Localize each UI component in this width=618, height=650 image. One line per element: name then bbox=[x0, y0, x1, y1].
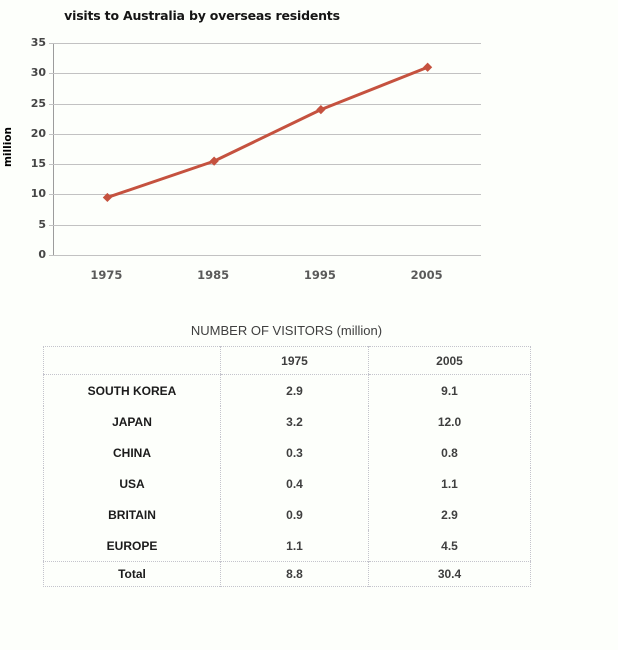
table-title: NUMBER OF VISITORS (million) bbox=[190, 323, 383, 338]
value-cell: 0.8 bbox=[368, 437, 531, 468]
country-cell: EUROPE bbox=[106, 538, 158, 553]
value-cell: 0.9 bbox=[220, 499, 369, 530]
series-line bbox=[105, 65, 430, 199]
header-cell: 1975 bbox=[220, 346, 369, 375]
x-axis-tick-label: 1975 bbox=[90, 268, 123, 282]
y-axis-tick-label: 30 bbox=[30, 66, 46, 80]
country-cell: Total bbox=[43, 561, 221, 587]
line-series bbox=[102, 62, 433, 203]
data-point-marker bbox=[316, 105, 326, 115]
y-axis-tick-label: 5 bbox=[38, 217, 46, 231]
value-cell: 2.9 bbox=[368, 499, 531, 530]
value-cell: 8.8 bbox=[220, 561, 369, 587]
table-row: CHINA 0.3 0.8 bbox=[44, 437, 531, 468]
table-header-row: 1975 2005 bbox=[43, 346, 531, 375]
value-cell: 9.1 bbox=[368, 374, 531, 406]
table-row: USA 0.4 1.1 bbox=[44, 468, 531, 499]
gridline bbox=[49, 224, 481, 226]
value-cell: 0.3 bbox=[220, 437, 369, 468]
y-axis-tick-label: 25 bbox=[30, 96, 46, 110]
country-cell: SOUTH KOREA bbox=[87, 383, 177, 398]
country-cell: CHINA bbox=[113, 445, 151, 460]
x-axis-tick-label: 1995 bbox=[303, 268, 336, 282]
gridline bbox=[49, 73, 481, 75]
country-cell: JAPAN bbox=[112, 414, 152, 429]
gridline bbox=[49, 164, 481, 166]
gridline bbox=[49, 255, 481, 256]
header-cell: 2005 bbox=[368, 346, 531, 375]
table-total-row: Total 8.8 30.4 bbox=[43, 561, 531, 587]
y-axis-title: million bbox=[2, 126, 14, 168]
country-cell: USA bbox=[119, 476, 145, 491]
gridline bbox=[49, 194, 481, 196]
data-point-marker bbox=[209, 156, 219, 166]
value-cell: 1.1 bbox=[368, 468, 531, 499]
value-cell: 12.0 bbox=[368, 406, 531, 437]
data-point-marker bbox=[423, 62, 433, 72]
gridline bbox=[49, 43, 481, 44]
value-cell: 2.9 bbox=[220, 374, 369, 406]
x-axis-tick-label: 1985 bbox=[197, 268, 230, 282]
y-axis-tick-label: 35 bbox=[30, 36, 46, 49]
gridline bbox=[49, 133, 481, 135]
value-cell: 0.4 bbox=[220, 468, 369, 499]
value-cell: 4.5 bbox=[368, 530, 531, 562]
table-row: BRITAIN 0.9 2.9 bbox=[44, 499, 531, 530]
gridline bbox=[49, 103, 481, 105]
y-axis-tick-label: 0 bbox=[38, 248, 46, 261]
header-cell bbox=[43, 346, 221, 375]
table-row: EUROPE 1.1 4.5 bbox=[44, 530, 531, 562]
table-row: JAPAN 3.2 12.0 bbox=[44, 406, 531, 437]
value-cell: 30.4 bbox=[368, 561, 531, 587]
plot-area bbox=[49, 43, 481, 256]
chart-title: visits to Australia by overseas resident… bbox=[64, 8, 340, 23]
value-cell: 1.1 bbox=[220, 530, 369, 562]
table-row: SOUTH KOREA 2.9 9.1 bbox=[44, 374, 531, 406]
y-axis-tick-label: 15 bbox=[30, 157, 46, 171]
value-cell: 3.2 bbox=[220, 406, 369, 437]
data-point-marker bbox=[102, 192, 112, 203]
country-cell: BRITAIN bbox=[108, 507, 156, 522]
x-axis-tick-label: 2005 bbox=[410, 268, 443, 282]
visitors-table: 1975 2005 SOUTH KOREA 2.9 9.1 JAPAN 3.2 12.0 CHI… bbox=[43, 346, 531, 587]
y-axis-tick-label: 20 bbox=[30, 126, 46, 140]
y-axis-tick-label: 10 bbox=[30, 187, 46, 201]
